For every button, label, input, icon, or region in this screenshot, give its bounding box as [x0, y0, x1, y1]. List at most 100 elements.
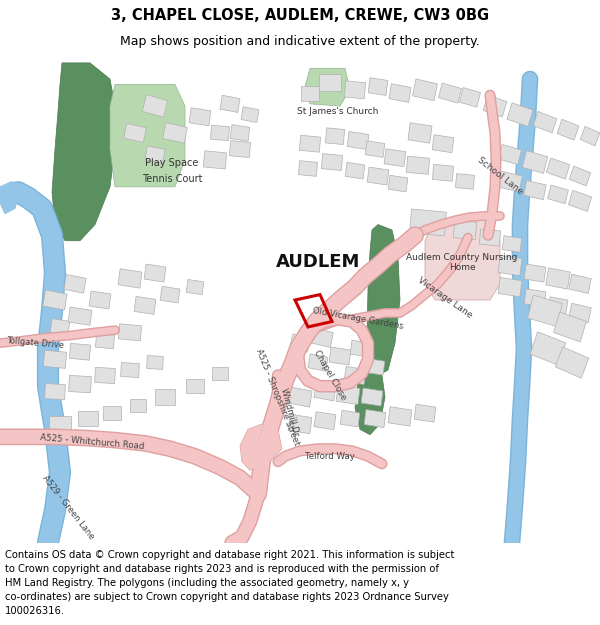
Polygon shape: [229, 141, 251, 158]
Text: to Crown copyright and database rights 2023 and is reproduced with the permissio: to Crown copyright and database rights 2…: [5, 564, 439, 574]
Polygon shape: [124, 123, 146, 142]
Polygon shape: [483, 95, 507, 117]
Polygon shape: [64, 274, 86, 293]
Polygon shape: [557, 119, 579, 140]
Polygon shape: [355, 364, 385, 435]
Polygon shape: [345, 162, 365, 179]
Polygon shape: [410, 209, 446, 236]
Polygon shape: [325, 128, 344, 144]
Polygon shape: [49, 416, 71, 432]
Polygon shape: [433, 164, 454, 181]
Text: AUDLEM: AUDLEM: [276, 253, 360, 271]
Polygon shape: [569, 166, 590, 186]
Polygon shape: [499, 144, 521, 164]
Polygon shape: [186, 379, 204, 393]
Polygon shape: [44, 384, 65, 400]
Polygon shape: [144, 264, 166, 282]
Polygon shape: [308, 354, 328, 371]
Polygon shape: [548, 185, 568, 204]
Text: Vicarage Lane: Vicarage Lane: [416, 276, 474, 320]
Polygon shape: [110, 84, 185, 187]
Polygon shape: [502, 236, 522, 252]
Polygon shape: [322, 154, 343, 171]
Polygon shape: [384, 149, 406, 167]
Polygon shape: [103, 406, 121, 420]
Polygon shape: [78, 411, 98, 426]
Polygon shape: [301, 86, 319, 101]
Text: Old Vicarage Gardens: Old Vicarage Gardens: [312, 306, 404, 331]
Polygon shape: [319, 74, 341, 91]
Text: Contains OS data © Crown copyright and database right 2021. This information is : Contains OS data © Crown copyright and d…: [5, 551, 454, 561]
Polygon shape: [344, 366, 366, 384]
Polygon shape: [497, 171, 523, 192]
Polygon shape: [414, 404, 436, 422]
Text: Chapel Close: Chapel Close: [312, 349, 348, 402]
Polygon shape: [498, 256, 522, 276]
Polygon shape: [507, 102, 533, 126]
Text: Telford Way: Telford Way: [305, 452, 355, 461]
Polygon shape: [388, 176, 408, 192]
Polygon shape: [498, 278, 522, 297]
Polygon shape: [367, 224, 400, 376]
Polygon shape: [425, 219, 500, 300]
Polygon shape: [344, 81, 365, 99]
Polygon shape: [454, 221, 476, 239]
Polygon shape: [212, 367, 228, 380]
Polygon shape: [569, 303, 591, 322]
Polygon shape: [527, 295, 562, 326]
Polygon shape: [155, 389, 175, 404]
Text: School Lane: School Lane: [476, 156, 524, 196]
Polygon shape: [288, 414, 312, 434]
Polygon shape: [547, 158, 569, 179]
Polygon shape: [241, 107, 259, 123]
Polygon shape: [408, 122, 432, 143]
Polygon shape: [548, 297, 568, 314]
Polygon shape: [406, 156, 430, 174]
Polygon shape: [0, 181, 20, 214]
Polygon shape: [336, 385, 360, 404]
Polygon shape: [186, 279, 204, 294]
Text: Tennis Court: Tennis Court: [142, 174, 202, 184]
Polygon shape: [388, 407, 412, 426]
Polygon shape: [290, 334, 310, 352]
Polygon shape: [220, 95, 240, 112]
Text: St James's Church: St James's Church: [298, 107, 379, 116]
Polygon shape: [530, 332, 566, 365]
Polygon shape: [568, 191, 592, 211]
Polygon shape: [145, 146, 165, 163]
Polygon shape: [134, 296, 156, 314]
Text: A525 - Whitchurch Road: A525 - Whitchurch Road: [40, 433, 145, 451]
Polygon shape: [95, 333, 115, 349]
Polygon shape: [163, 122, 187, 143]
Text: co-ordinates) are subject to Crown copyright and database rights 2023 Ordnance S: co-ordinates) are subject to Crown copyr…: [5, 592, 449, 602]
Polygon shape: [70, 343, 91, 360]
Text: Play Space: Play Space: [145, 158, 199, 168]
Polygon shape: [555, 347, 589, 378]
Polygon shape: [118, 269, 142, 288]
Polygon shape: [50, 319, 70, 335]
Polygon shape: [413, 79, 437, 101]
Polygon shape: [479, 229, 500, 246]
Text: Audlem Country Nursing
Home: Audlem Country Nursing Home: [406, 253, 518, 272]
Text: A525 - Shropshire Street: A525 - Shropshire Street: [254, 348, 302, 446]
Polygon shape: [365, 359, 385, 375]
Polygon shape: [455, 174, 475, 189]
Polygon shape: [130, 399, 146, 412]
Polygon shape: [305, 68, 350, 106]
Polygon shape: [580, 126, 600, 146]
Polygon shape: [43, 350, 67, 368]
Polygon shape: [230, 124, 250, 141]
Polygon shape: [68, 307, 92, 325]
Polygon shape: [367, 167, 389, 185]
Text: HM Land Registry. The polygons (including the associated geometry, namely x, y: HM Land Registry. The polygons (includin…: [5, 578, 409, 588]
Polygon shape: [299, 135, 320, 152]
Polygon shape: [361, 388, 383, 406]
Text: Windmill Dr.: Windmill Dr.: [279, 388, 301, 439]
Polygon shape: [340, 410, 360, 427]
Text: Tollgate Drive: Tollgate Drive: [6, 336, 64, 350]
Polygon shape: [329, 347, 351, 365]
Text: A529 - Green Lane: A529 - Green Lane: [40, 473, 96, 541]
Polygon shape: [52, 63, 115, 241]
Polygon shape: [121, 362, 139, 378]
Polygon shape: [350, 340, 370, 357]
